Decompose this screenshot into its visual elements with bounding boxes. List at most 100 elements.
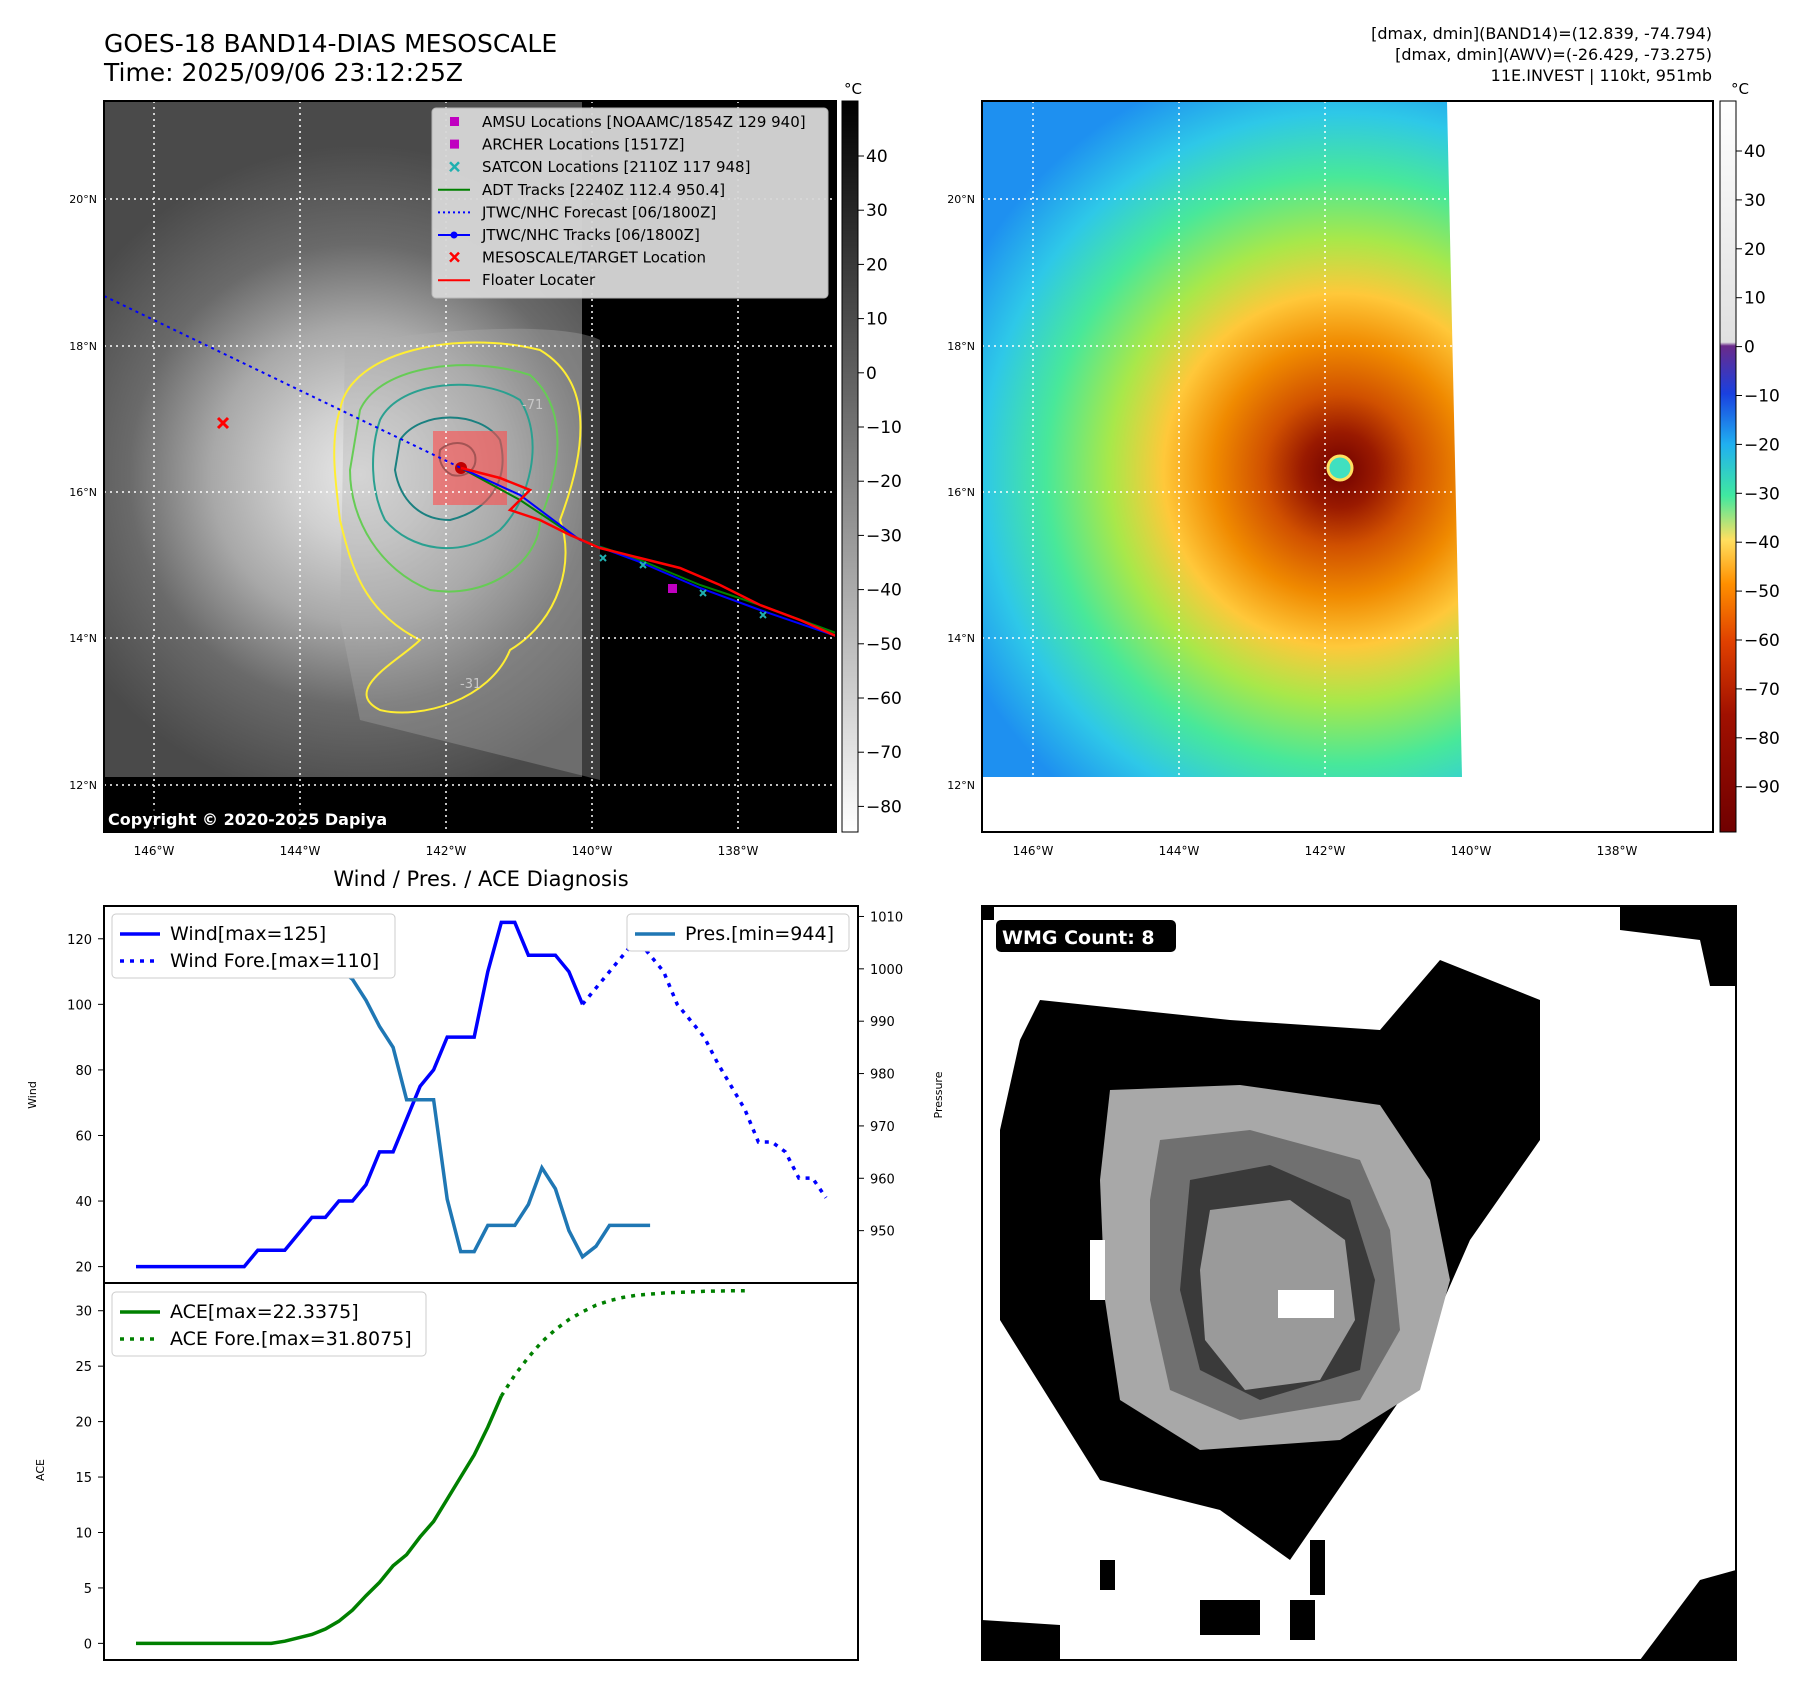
legend-item: JTWC/NHC Tracks [06/1800Z] (438, 226, 700, 244)
mesoscale-target-marker (216, 416, 230, 430)
wmg-panel: WMG Count: 8 (981, 905, 1737, 1661)
colorbar-tick-label: −80 (866, 797, 902, 817)
amsu-marker (668, 584, 677, 593)
lat-label: 12°N (947, 779, 975, 792)
wmg-spur (1310, 1540, 1325, 1595)
legend-label: MESOSCALE/TARGET Location (482, 249, 706, 267)
colorbar-tick-label: −60 (866, 689, 902, 709)
colorbar-tick-label: 10 (866, 310, 888, 330)
pressure-axis-label: Pressure (932, 1071, 945, 1118)
colorbar-tick-label: −10 (1744, 387, 1780, 407)
awv-colorbar (1719, 100, 1737, 833)
ace-chart: ACE 0 5 10 15 20 25 30 ACE[max=22.3375] ACE Fore… (34, 1282, 859, 1661)
map-legend: AMSU Locations [NOAAMC/1854Z 129 940] ARC… (431, 107, 829, 299)
ir-lat-labels: 20°N 18°N 16°N 14°N 12°N (69, 193, 97, 792)
wmg-frame (981, 905, 1737, 1661)
wmg-corner (1640, 1570, 1736, 1660)
lat-label: 14°N (69, 632, 97, 645)
colorbar-tick-label: −90 (1744, 778, 1780, 798)
y2-tick-label: 1000 (870, 963, 903, 978)
chart-legend-label: ACE[max=22.3375] (170, 1301, 359, 1323)
cloud-band (340, 328, 600, 780)
legend-label: Floater Locater (482, 271, 596, 289)
chart-legend-box (111, 913, 396, 979)
colorbar-tick-label: −70 (1744, 680, 1780, 700)
copyright: Copyright © 2020-2025 Dapiya (108, 810, 387, 829)
y-tick-label: 5 (84, 1582, 92, 1597)
contour-label: -71 (522, 398, 543, 413)
y2-tick-label: 980 (870, 1068, 895, 1083)
ace-axis-label: ACE (34, 1459, 47, 1481)
colorbar-tick-label: 0 (1744, 338, 1755, 358)
legend-label: SATCON Locations [2110Z 117 948] (482, 158, 750, 176)
diagnosis-title: Wind / Pres. / ACE Diagnosis (333, 867, 628, 891)
title-line1: GOES-18 BAND14-DIAS MESOSCALE (104, 29, 557, 58)
y2-tick-label: 1010 (870, 910, 903, 925)
legend-marker-x (449, 161, 460, 173)
awv-gridlines (982, 101, 1713, 832)
y-tick-label: 25 (75, 1360, 92, 1375)
wind-axis-label: Wind (26, 1081, 39, 1109)
chart-legend: Pres.[min=944] (626, 913, 850, 952)
legend-box (431, 107, 829, 299)
ir-lon-labels: 146°W 144°W 142°W 140°W 138°W (134, 844, 759, 858)
series-line-0 (136, 1395, 503, 1646)
series-line-1 (581, 936, 828, 1199)
colorbar-tick-label: 30 (1744, 191, 1766, 211)
y-tick-label: 120 (67, 933, 92, 948)
legend-item: ADT Tracks [2240Z 112.4 950.4] (438, 181, 725, 199)
chart-legend-label: ACE Fore.[max=31.8075] (170, 1328, 412, 1350)
y2-tick-label: 970 (870, 1120, 895, 1135)
info-line2: [dmax, dmin](AWV)=(-26.429, -73.275) (1395, 45, 1712, 64)
y-tick-label: 30 (75, 1305, 92, 1320)
ir-map-frame (103, 100, 837, 833)
lon-label: 146°W (134, 844, 175, 858)
awv-colorbar-ticks: 40 30 20 10 0 −10 −20 −30 −40 −50 −60 −70 −80 −90 (1736, 142, 1780, 798)
awv-map-frame (981, 100, 1714, 833)
y-tick-label: 0 (84, 1637, 92, 1652)
y-tick-label: 60 (75, 1129, 92, 1144)
colorbar-tick-label: 40 (1744, 142, 1766, 162)
wmg-blob (1100, 1560, 1115, 1590)
lon-label: 140°W (572, 844, 613, 858)
awv-imagery (982, 101, 1462, 777)
colorbar-tick-label: −30 (1744, 484, 1780, 504)
wmg-corner (982, 906, 994, 920)
colorbar-tick-label: −80 (1744, 729, 1780, 749)
legend-label: JTWC/NHC Forecast [06/1800Z] (481, 203, 716, 221)
colorbar-tick-label: −40 (1744, 533, 1780, 553)
contour-label: -31 (460, 677, 481, 692)
lat-label: 14°N (947, 632, 975, 645)
chart-legend-box (626, 913, 850, 952)
info-line3: 11E.INVEST | 110kt, 951mb (1491, 66, 1712, 85)
lat-label: 20°N (69, 193, 97, 206)
lon-label: 144°W (1159, 844, 1200, 858)
legend-item: AMSU Locations [NOAAMC/1854Z 129 940] (450, 113, 806, 131)
legend-marker-x (449, 251, 460, 263)
ir-colorbar (841, 100, 859, 833)
lat-label: 20°N (947, 193, 975, 206)
lon-label: 138°W (718, 844, 759, 858)
wmg-blob (1290, 1600, 1315, 1640)
chart-legend-box (111, 1291, 427, 1357)
legend-label: ARCHER Locations [1517Z] (482, 136, 685, 154)
lat-label: 16°N (69, 486, 97, 499)
legend-item: JTWC/NHC Forecast [06/1800Z] (438, 203, 716, 221)
awv-eye (1326, 454, 1354, 482)
colorbar-tick-label: −20 (1744, 435, 1780, 455)
target-box (433, 431, 507, 505)
wmg-count-badge (996, 920, 1176, 952)
colorbar-tick-label: −10 (866, 418, 902, 438)
lon-label: 138°W (1597, 844, 1638, 858)
wmg-eyewall (1200, 1200, 1355, 1390)
colorbar-tick-label: 30 (866, 201, 888, 221)
colorbar-tick-label: −40 (866, 581, 902, 601)
y-tick-label: 10 (75, 1526, 92, 1541)
lon-label: 146°W (1013, 844, 1054, 858)
colorbar-tick-label: −60 (1744, 631, 1780, 651)
floater-track (460, 466, 836, 638)
legend-marker-square (450, 117, 459, 126)
colorbar-tick-label: −70 (866, 743, 902, 763)
awv-lat-labels: 20°N 18°N 16°N 14°N 12°N (947, 193, 975, 792)
